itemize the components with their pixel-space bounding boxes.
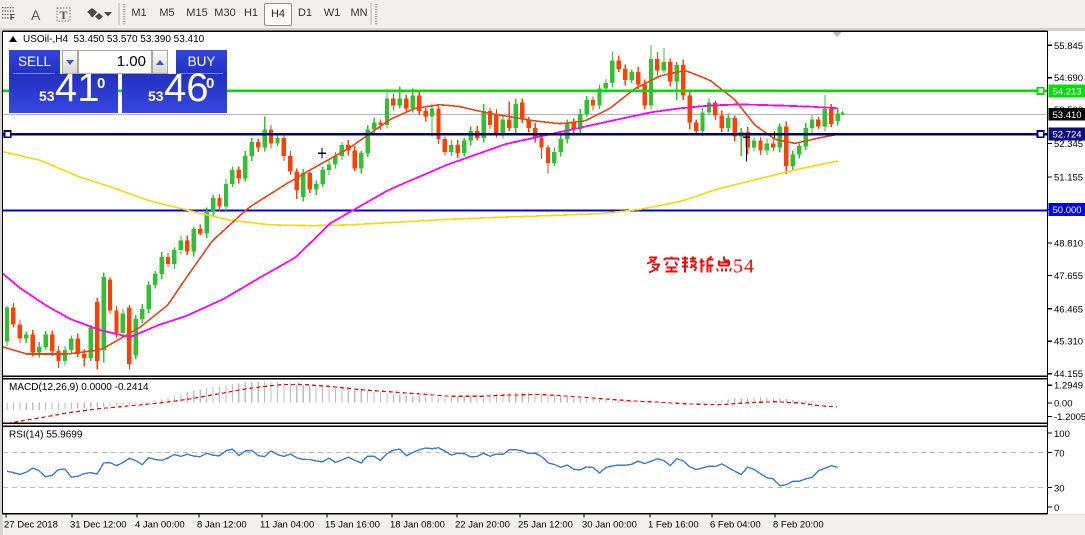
svg-text:0.00: 0.00 <box>1054 399 1073 410</box>
svg-text:52.724: 52.724 <box>1053 129 1082 140</box>
svg-text:11 Jan 04:00: 11 Jan 04:00 <box>260 520 314 531</box>
svg-text:44.155: 44.155 <box>1054 369 1083 380</box>
svg-text:100: 100 <box>1054 429 1070 440</box>
svg-text:70: 70 <box>1054 449 1065 460</box>
svg-text:6 Feb 04:00: 6 Feb 04:00 <box>710 520 761 531</box>
svg-text:31 Dec 12:00: 31 Dec 12:00 <box>70 520 127 531</box>
svg-text:47.655: 47.655 <box>1054 271 1083 282</box>
svg-text:45.310: 45.310 <box>1054 337 1083 348</box>
svg-text:48.810: 48.810 <box>1054 239 1083 250</box>
svg-text:25 Jan 12:00: 25 Jan 12:00 <box>518 520 573 531</box>
svg-text:T: T <box>60 8 68 22</box>
svg-text:4 Jan 00:00: 4 Jan 00:00 <box>135 520 185 531</box>
svg-text:A: A <box>31 7 41 23</box>
svg-text:54.690: 54.690 <box>1054 73 1083 84</box>
svg-text:30 Jan 00:00: 30 Jan 00:00 <box>582 520 637 531</box>
svg-text:52.345: 52.345 <box>1054 139 1083 150</box>
svg-text:22 Jan 20:00: 22 Jan 20:00 <box>455 520 510 531</box>
svg-text:50.000: 50.000 <box>1053 205 1082 216</box>
svg-text:18 Jan 08:00: 18 Jan 08:00 <box>390 520 445 531</box>
svg-text:53.410: 53.410 <box>1053 110 1082 121</box>
svg-text:-1.2005: -1.2005 <box>1054 412 1085 423</box>
svg-text:15 Jan 16:00: 15 Jan 16:00 <box>325 520 380 531</box>
svg-text:46.465: 46.465 <box>1054 304 1083 315</box>
svg-text:8 Feb 20:00: 8 Feb 20:00 <box>773 520 824 531</box>
svg-text:F: F <box>10 13 15 22</box>
svg-text:55.845: 55.845 <box>1054 41 1083 52</box>
svg-text:1.2949: 1.2949 <box>1054 381 1083 392</box>
svg-text:0: 0 <box>1054 503 1059 514</box>
svg-text:54: 54 <box>733 256 755 278</box>
svg-text:MACD(12,26,9) 0.0000 -0.2414: MACD(12,26,9) 0.0000 -0.2414 <box>9 382 149 393</box>
svg-text:51.155: 51.155 <box>1054 173 1083 184</box>
svg-text:27 Dec 2018: 27 Dec 2018 <box>4 520 58 531</box>
svg-text:8 Jan 12:00: 8 Jan 12:00 <box>197 520 247 531</box>
svg-text:1 Feb 16:00: 1 Feb 16:00 <box>648 520 699 531</box>
svg-text:RSI(14) 55.9699: RSI(14) 55.9699 <box>9 430 83 441</box>
svg-text:54.213: 54.213 <box>1053 87 1082 98</box>
svg-text:30: 30 <box>1054 484 1065 495</box>
